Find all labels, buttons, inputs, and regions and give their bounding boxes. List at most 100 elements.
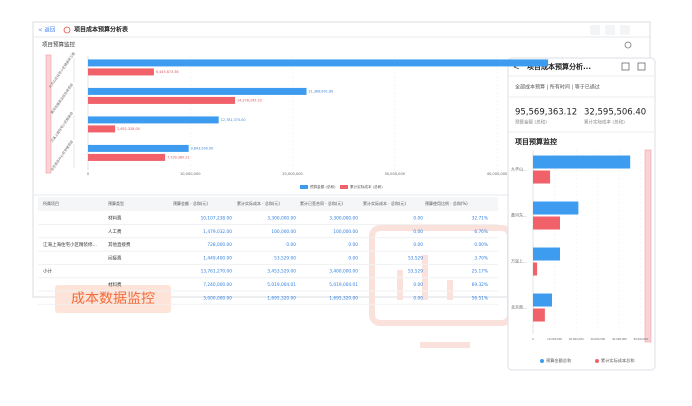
bar	[88, 68, 154, 76]
table-header-bg	[38, 197, 498, 211]
mobile-back[interactable]: <	[513, 63, 520, 72]
kpi-label: 预算金额 (总和)	[515, 119, 547, 126]
kpi-value: 95,569,363.12	[515, 108, 577, 118]
table-cell: 3.70%	[474, 255, 488, 261]
legend-label: 累计实际成本 (总和)	[350, 184, 383, 189]
legend-swatch	[540, 359, 544, 363]
kpi-value: 32,595,506.40	[584, 108, 646, 118]
table-cell: 3,453,529.00	[267, 269, 296, 275]
table-cell: 间接费	[108, 254, 122, 261]
toolbar-button[interactable]	[590, 25, 600, 35]
x-tick-label: 50,000,000	[634, 337, 649, 341]
bar	[533, 155, 631, 169]
bar	[88, 96, 236, 104]
table-header: 累计实际成本 · 总和(元)	[363, 200, 406, 206]
table-cell: 100,000.00	[271, 229, 296, 235]
legend-label: 预算金额总和	[546, 357, 571, 364]
scrollbar[interactable]	[45, 54, 52, 174]
table-cell: 1,695,320.00	[267, 295, 296, 301]
table-cell: 材料费	[108, 281, 122, 288]
bar	[533, 308, 545, 322]
data-label: 12,781,370.00	[221, 118, 246, 122]
bar	[533, 247, 560, 261]
category-label: 万溪上...	[511, 257, 527, 263]
bar	[88, 153, 166, 161]
toolbar-button[interactable]	[605, 25, 615, 35]
table-cell: 728,000.00	[207, 242, 232, 248]
mobile-icon[interactable]	[621, 62, 630, 71]
table-cell: 5,019,004.01	[267, 282, 296, 288]
bar	[533, 293, 553, 307]
table-header: 累计已签合同 · 总和(元)	[300, 200, 343, 206]
table-header: 预算使用比例 · 总和(%)	[425, 200, 468, 206]
table-cell: 小计	[43, 268, 52, 275]
table-cell: 32.71%	[472, 216, 488, 222]
kpi-label: 累计实际成本 (总和)	[584, 119, 625, 126]
data-label: 21,368,601.80	[308, 89, 333, 93]
table-header: 预算金额 · 总和(元)	[173, 200, 208, 206]
table-cell: 25.17%	[472, 269, 488, 275]
table-cell: 0.00%	[474, 242, 488, 248]
x-tick-label: 30,000,000	[384, 172, 405, 176]
bar	[88, 59, 549, 67]
x-tick-label: 0	[532, 337, 534, 341]
bar	[533, 262, 538, 276]
table-cell: 3,400,000.00	[329, 269, 358, 275]
page-title: 项目成本预算分析表	[74, 26, 129, 34]
table-cell: 0.00	[413, 216, 423, 222]
x-tick-label: 20,000,000	[569, 337, 584, 341]
table-cell: 5,019,004.01	[329, 282, 358, 288]
table-cell: 13,761,270.00	[201, 269, 233, 275]
filter-bar[interactable]: 全部成本预算 | 所有时间 | 等于已通过	[515, 84, 600, 91]
table-cell: 53,529	[408, 269, 423, 275]
category-label: 北京商...	[511, 303, 527, 309]
toolbar-button[interactable]	[620, 25, 630, 35]
bar	[533, 216, 560, 230]
section-title: 项目预算监控	[515, 137, 557, 146]
table-cell: 56.51%	[472, 295, 488, 301]
table-header: 所属项目	[43, 200, 59, 206]
x-tick-label: 20,000,000	[282, 172, 303, 176]
x-tick-label: 10,000,000	[547, 337, 562, 341]
table-cell: 6.76%	[474, 229, 488, 235]
legend-swatch	[300, 185, 308, 189]
legend-label: 累计实际成本总和	[601, 357, 635, 364]
data-label: 14,378,245.20	[237, 98, 262, 102]
table-cell: 1,695,320.00	[329, 295, 358, 301]
scrollbar[interactable]	[644, 149, 652, 343]
data-label: 6,445,873.36	[156, 70, 179, 74]
badge-bg	[55, 285, 171, 313]
legend-swatch	[595, 359, 599, 363]
table-cell: 0.00	[413, 229, 423, 235]
table-cell: 69.32%	[472, 282, 488, 288]
mobile-icon[interactable]	[637, 62, 646, 71]
category-label: 九华山...	[511, 165, 527, 171]
title-icon	[63, 26, 71, 34]
table-cell: 0.00	[413, 295, 423, 301]
x-tick-label: 40,000,000	[612, 337, 627, 341]
back-button[interactable]: < 返回	[38, 27, 56, 34]
bar	[533, 201, 579, 215]
table-cell: 材料费	[108, 215, 122, 222]
bar	[88, 144, 189, 152]
table-header: 预算类型	[108, 200, 124, 206]
data-label: 9,843,500.00	[191, 146, 214, 150]
table-cell: 江海上海住宅小区精装修...	[43, 241, 97, 248]
table-cell: 7,240,000.00	[203, 282, 232, 288]
table-cell: 0.00	[286, 242, 296, 248]
bar	[88, 87, 307, 95]
bar	[533, 170, 551, 184]
table-cell: 其他直接费	[108, 241, 131, 248]
data-label: 2,652,328.00	[117, 127, 140, 131]
badge: 成本数据监控	[71, 291, 155, 307]
category-label: 黄河东...	[511, 211, 527, 217]
mobile-title: 项目成本预算分析...	[527, 62, 591, 71]
bar	[88, 116, 219, 124]
data-label: 7,539,380.21	[167, 155, 190, 159]
mobile-panel	[507, 57, 656, 371]
table-header: 累计实际成本 · 总和(元)	[237, 200, 280, 206]
settings-icon[interactable]	[624, 41, 632, 49]
x-tick-label: 10,000,000	[180, 172, 201, 176]
bar	[88, 125, 116, 133]
